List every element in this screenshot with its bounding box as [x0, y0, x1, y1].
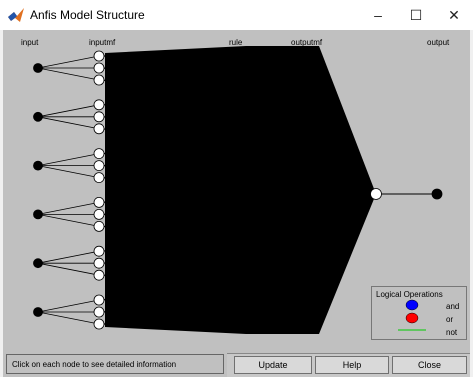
mf-to-rule-edge [98, 128, 227, 136]
inputmf-node[interactable] [93, 208, 105, 220]
network-nodes [33, 50, 443, 330]
inputmf-node[interactable] [93, 50, 105, 62]
window-title: Anfis Model Structure [30, 8, 145, 22]
inputmf-node[interactable] [93, 172, 105, 184]
inputmf-node[interactable] [93, 196, 105, 208]
mf-to-rule-edge [98, 213, 227, 215]
anfis-network-diagram: input inputmf rule outputmf output [21, 38, 450, 334]
legend-title: Logical Operations [376, 290, 443, 299]
update-button[interactable]: Update [234, 356, 312, 374]
input-to-mf-edge [37, 202, 100, 215]
inputmf-node[interactable] [93, 62, 105, 74]
mf-to-rule-edge [98, 260, 227, 264]
output-node[interactable] [431, 188, 443, 200]
column-label-output: output [427, 38, 450, 47]
and-marker-icon [405, 299, 419, 311]
input-to-mf-edge [37, 311, 100, 325]
inputmf-node[interactable] [93, 160, 105, 172]
mf-to-rule-edge [98, 116, 227, 120]
input-node[interactable] [33, 111, 43, 122]
close-window-button[interactable]: ✕ [448, 7, 460, 23]
inputmf-node[interactable] [93, 245, 105, 257]
inputmf-node[interactable] [93, 257, 105, 269]
legend-label-and: and [446, 302, 460, 311]
input-to-mf-edge [37, 104, 100, 118]
close-button[interactable]: Close [392, 356, 467, 374]
inputmf-node[interactable] [93, 294, 105, 306]
figure-area: input inputmf rule outputmf output Logic… [3, 30, 470, 377]
inputmf-node[interactable] [93, 148, 105, 159]
matlab-icon [8, 8, 24, 22]
inputmf-node[interactable] [93, 318, 105, 330]
logical-operations-legend: Logical Operations and or not [371, 286, 467, 340]
input-to-mf-edge [37, 116, 100, 130]
legend-label-or: or [446, 315, 454, 324]
inputmf-node[interactable] [93, 306, 105, 318]
input-to-mf-edge [37, 165, 100, 178]
mf-to-rule-edge [98, 79, 227, 89]
network-edges [37, 46, 437, 334]
inputmf-node[interactable] [93, 74, 105, 86]
mf-to-rule-edge [98, 102, 227, 106]
input-node[interactable] [33, 209, 43, 220]
column-label-input: input [21, 38, 39, 47]
mf-to-rule-edge [98, 67, 227, 73]
column-label-rule: rule [229, 38, 243, 47]
mf-to-rule-edge [98, 274, 227, 278]
input-node[interactable] [33, 63, 43, 73]
input-to-mf-edge [37, 55, 100, 69]
input-to-mf-edge [37, 250, 100, 264]
status-box: Click on each node to see detailed infor… [6, 354, 224, 374]
minimize-button[interactable]: – [374, 7, 382, 23]
mf-to-rule-edge [98, 307, 227, 313]
column-label-outputmf: outputmf [291, 38, 323, 47]
inputmf-node[interactable] [93, 269, 105, 281]
input-to-mf-edge [37, 153, 100, 166]
input-node[interactable] [33, 307, 43, 317]
input-to-mf-edge [37, 262, 100, 276]
input-to-mf-edge [37, 67, 100, 81]
input-node[interactable] [33, 258, 43, 269]
help-button[interactable]: Help [315, 356, 389, 374]
input-node[interactable] [33, 160, 43, 171]
inputmf-node[interactable] [93, 99, 105, 111]
mf-to-rule-edge [98, 149, 227, 155]
or-marker-icon [405, 312, 419, 324]
inputmf-node[interactable] [93, 123, 105, 135]
input-to-mf-edge [37, 299, 100, 313]
status-text: Click on each node to see detailed infor… [12, 360, 177, 369]
title-bar[interactable]: Anfis Model Structure – ☐ ✕ [0, 0, 473, 30]
mf-to-rule-edge [98, 291, 227, 301]
maximize-button[interactable]: ☐ [409, 7, 423, 23]
mf-to-rule-edge [98, 177, 227, 183]
inputmf-node[interactable] [93, 111, 105, 123]
rule-layer-mass [105, 46, 319, 334]
column-label-inputmf: inputmf [89, 38, 116, 47]
input-to-mf-edge [37, 214, 100, 227]
mf-to-rule-edge [98, 197, 227, 203]
mf-to-rule-edge [98, 244, 227, 252]
legend-label-not: not [446, 328, 458, 337]
outputmf-convergence [319, 46, 376, 334]
outputmf-node[interactable] [370, 188, 382, 200]
mf-to-rule-edge [98, 165, 227, 167]
mf-to-rule-edge [98, 225, 227, 231]
not-marker-icon [398, 329, 426, 331]
inputmf-node[interactable] [93, 220, 105, 232]
